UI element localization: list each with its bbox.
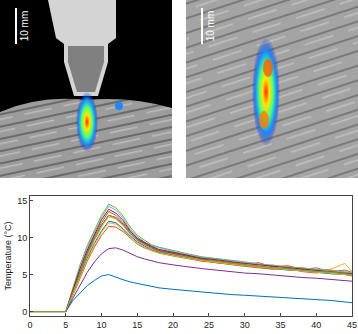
svg-text:0: 0 bbox=[22, 307, 27, 317]
svg-text:15: 15 bbox=[17, 196, 27, 206]
svg-text:15: 15 bbox=[132, 320, 142, 330]
svg-text:10 mm: 10 mm bbox=[205, 11, 216, 42]
svg-text:10 mm: 10 mm bbox=[19, 11, 30, 42]
svg-text:5: 5 bbox=[22, 270, 27, 280]
svg-text:20: 20 bbox=[168, 320, 178, 330]
svg-text:10: 10 bbox=[17, 233, 27, 243]
svg-text:35: 35 bbox=[275, 320, 285, 330]
svg-text:30: 30 bbox=[240, 320, 250, 330]
svg-text:10: 10 bbox=[97, 320, 107, 330]
svg-text:Temperature (°C): Temperature (°C) bbox=[3, 221, 13, 290]
svg-text:0: 0 bbox=[27, 320, 32, 330]
svg-text:40: 40 bbox=[311, 320, 321, 330]
svg-text:25: 25 bbox=[204, 320, 214, 330]
svg-text:5: 5 bbox=[63, 320, 68, 330]
svg-text:45: 45 bbox=[347, 320, 357, 330]
